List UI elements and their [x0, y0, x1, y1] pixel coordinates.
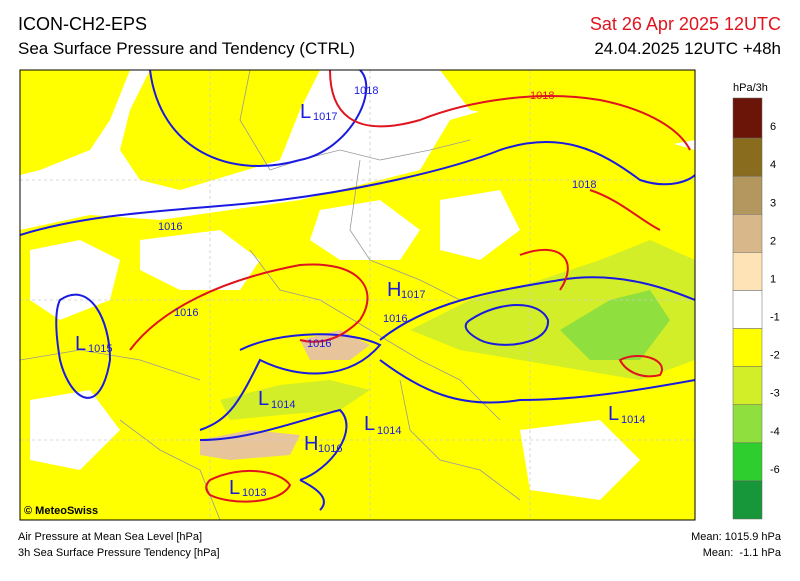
colorbar-label: -3: [770, 388, 780, 400]
isobar-label: 1016: [307, 338, 331, 350]
graticule: [20, 70, 695, 520]
center-letter: L: [229, 477, 240, 499]
colorbar-swatch: [732, 214, 763, 253]
colorbar-swatch: [732, 366, 763, 405]
center-letter: L: [608, 403, 619, 425]
colorbar: hPa/3h 6 4 3 2 1 -1 -2 -3 -4 -6: [732, 82, 780, 520]
colorbar-swatch: [732, 404, 763, 444]
map-title: Sea Surface Pressure and Tendency (CTRL): [18, 39, 355, 58]
center-letter: H: [387, 279, 401, 301]
tendency-area: [20, 70, 695, 520]
isobar-labels: 1018 1018 1016 1018 1016 1016 1016: [158, 85, 596, 350]
colorbar-swatch: [732, 175, 763, 215]
colorbar-swatch: [732, 97, 763, 139]
footer-note: Air Pressure at Mean Sea Level [hPa]: [18, 531, 202, 543]
colorbar-label: -1: [770, 312, 780, 324]
isobar-label: 1018: [354, 85, 378, 97]
valid-time: Sat 26 Apr 2025 12UTC: [590, 14, 781, 34]
isobar-label: 1016: [158, 221, 182, 233]
colorbar-label: 6: [770, 121, 776, 133]
center-value: 1017: [313, 111, 337, 123]
center-letter: L: [364, 413, 375, 435]
center-value: 1013: [242, 487, 266, 499]
credit: © MeteoSwiss: [24, 505, 98, 517]
isobar-label: 1016: [174, 307, 198, 319]
isobars-red: [129, 70, 691, 503]
center-value: 1015: [88, 343, 112, 355]
map: L 1017 H 1017 L 1015 L 1014 L 1014 H 101…: [19, 69, 696, 521]
colorbar-swatch: [732, 252, 763, 291]
center-letter: L: [300, 101, 311, 123]
colorbar-label: -2: [770, 350, 780, 362]
center-value: 1014: [271, 399, 295, 411]
run-time: 24.04.2025 12UTC +48h: [594, 39, 781, 58]
pressure-centers: L 1017 H 1017 L 1015 L 1014 L 1014 H 101…: [75, 101, 645, 499]
colorbar-swatch: [732, 442, 763, 482]
colorbar-label: 4: [770, 159, 776, 171]
center-value: 1017: [401, 289, 425, 301]
colorbar-label: 1: [770, 273, 776, 285]
center-value: 1014: [621, 414, 645, 426]
isobars-blue: [20, 70, 695, 511]
isobar-label: 1018: [530, 90, 554, 102]
center-letter: L: [75, 333, 86, 355]
colorbar-swatch: [732, 137, 763, 177]
center-value: 1014: [377, 425, 401, 437]
isobar-label: 1018: [572, 179, 596, 191]
colorbar-swatch: [732, 328, 763, 367]
isobar-label: 1016: [383, 313, 407, 325]
center-letter: L: [258, 388, 269, 410]
footer-note: 3h Sea Surface Pressure Tendency [hPa]: [18, 547, 220, 559]
colorbar-swatch: [732, 290, 763, 329]
footer-mean: Mean: 1015.9 hPa: [691, 531, 782, 543]
colorbar-label: 2: [770, 235, 776, 247]
colorbar-label: -6: [770, 464, 780, 476]
colorbar-label: 3: [770, 197, 776, 209]
center-letter: H: [304, 433, 318, 455]
tendency-area-3: [560, 290, 670, 360]
center-value: 1016: [318, 443, 342, 455]
colorbar-swatch: [732, 480, 763, 520]
footer-mean: Mean: -1.1 hPa: [703, 547, 782, 559]
model-name: ICON-CH2-EPS: [18, 14, 147, 34]
footer: Air Pressure at Mean Sea Level [hPa] 3h …: [18, 531, 782, 559]
colorbar-unit: hPa/3h: [733, 82, 768, 94]
colorbar-label: -4: [770, 426, 780, 438]
